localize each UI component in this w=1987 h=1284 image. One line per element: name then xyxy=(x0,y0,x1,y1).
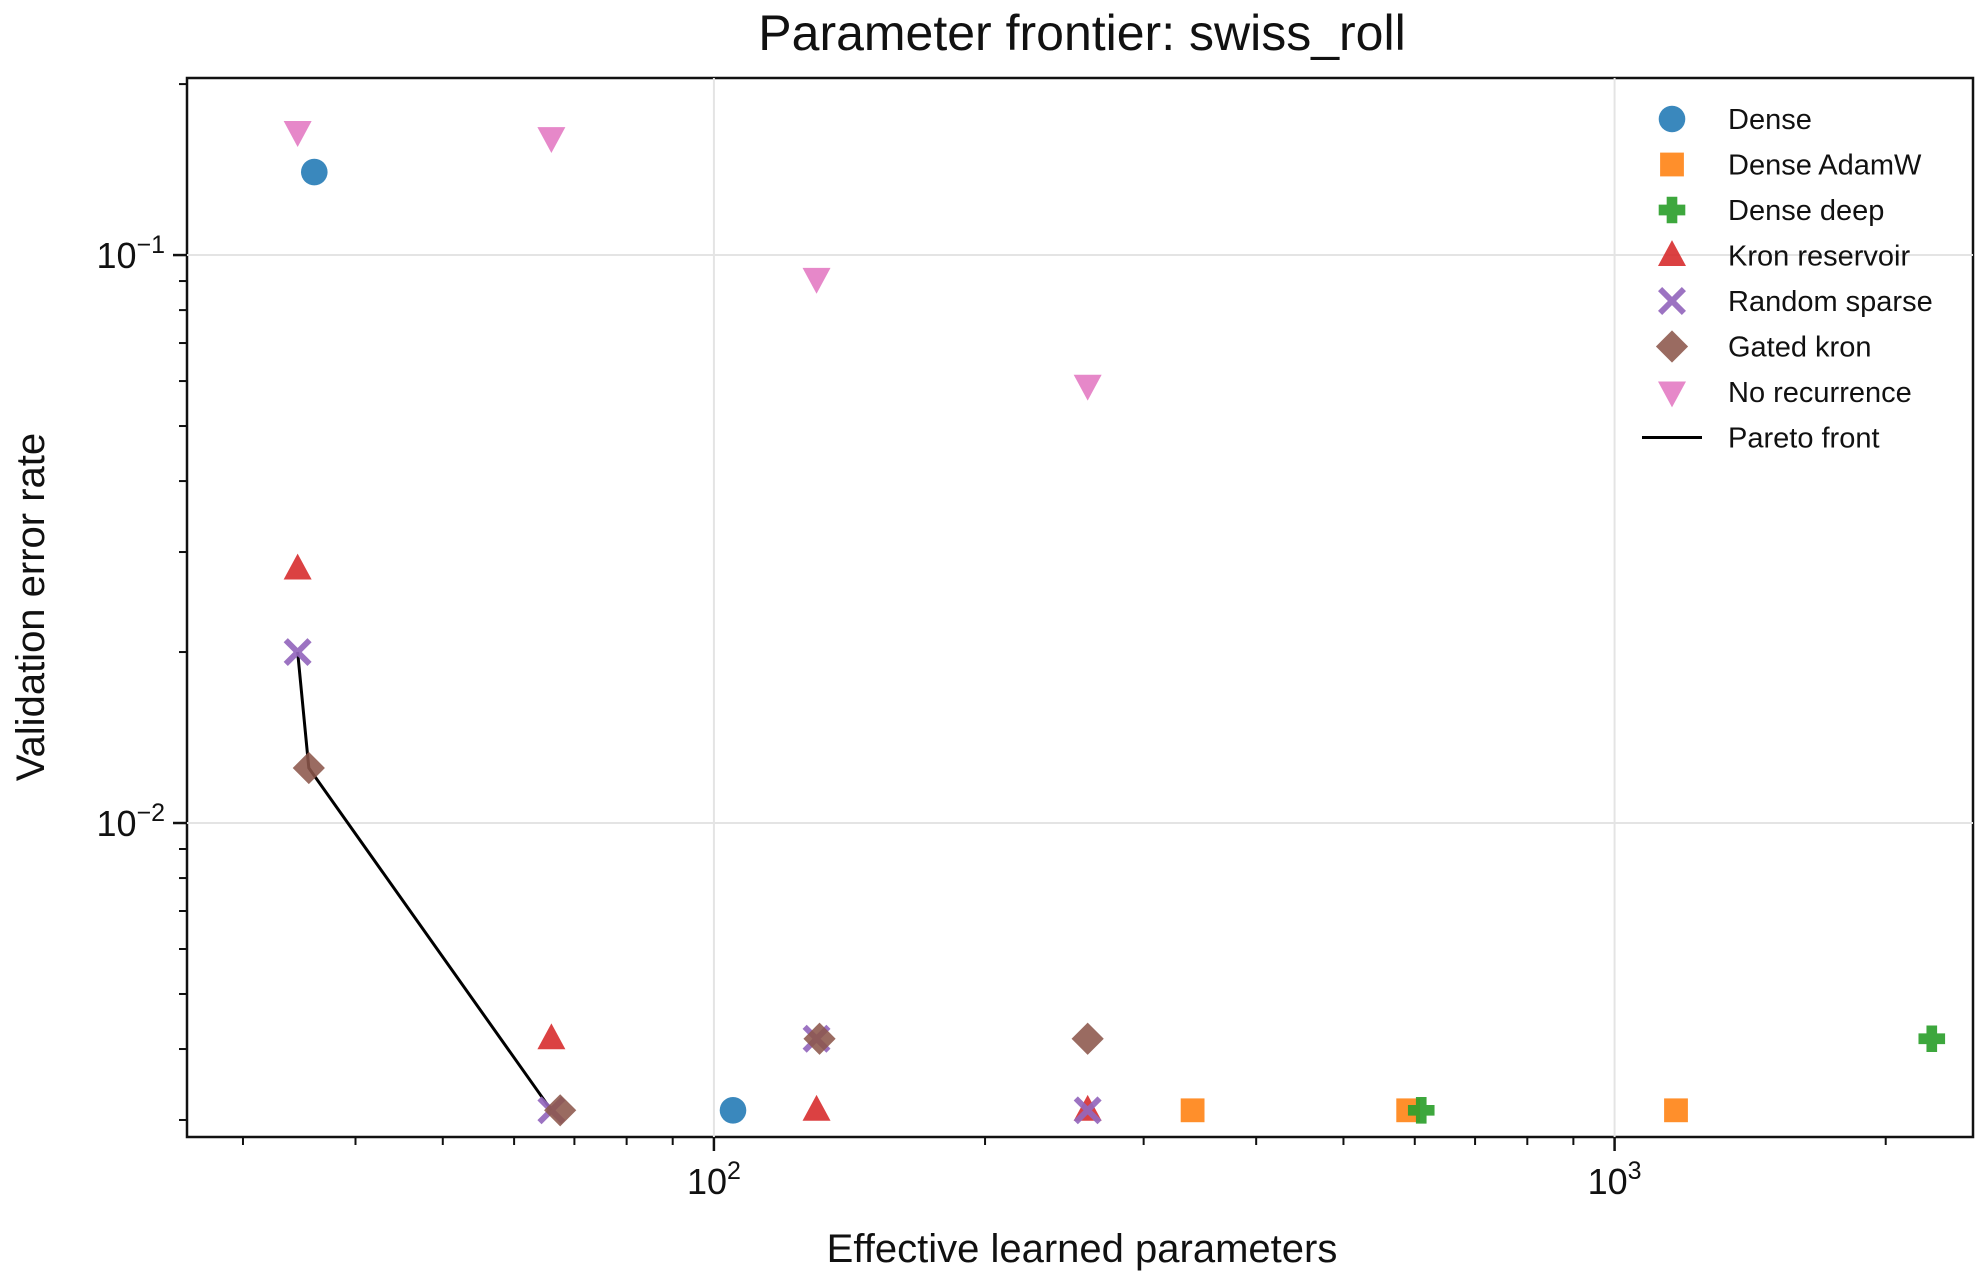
point-kron-reservoir xyxy=(283,553,312,580)
legend-label-pareto-front: Pareto front xyxy=(1728,423,1880,455)
legend-label-no-recurrence: No recurrence xyxy=(1728,377,1912,409)
point-no-recurrence xyxy=(283,121,312,147)
point-dense-deep xyxy=(1918,1025,1946,1053)
legend-label-random-sparse: Random sparse xyxy=(1728,286,1933,318)
legend-marker-no-recurrence xyxy=(1658,381,1686,408)
point-dense-deep xyxy=(1407,1097,1435,1124)
point-gated-kron xyxy=(1071,1022,1104,1055)
pareto-front xyxy=(296,651,553,1112)
legend-label-dense-deep: Dense deep xyxy=(1728,195,1884,227)
y-tick-label: 10−1 xyxy=(96,231,165,276)
x-axis-label: Effective learned parameters xyxy=(827,1227,1338,1271)
x-tick-label: 102 xyxy=(687,1157,741,1202)
point-random-sparse xyxy=(1073,1096,1102,1125)
legend: Dense Dense AdamW Dense deep Kron reservoir… xyxy=(1642,104,1933,455)
y-tick-label: 10−2 xyxy=(96,799,165,844)
chart-title: Parameter frontier: swiss_roll xyxy=(758,5,1405,61)
legend-label-gated-kron: Gated kron xyxy=(1728,332,1871,364)
point-kron-reservoir xyxy=(537,1023,566,1050)
point-no-recurrence xyxy=(802,267,831,294)
point-gated-kron xyxy=(292,751,325,785)
legend-label-dense-adamw: Dense AdamW xyxy=(1728,150,1922,182)
point-gated-kron xyxy=(803,1022,836,1055)
data-points xyxy=(283,121,1946,1127)
legend-marker-dense xyxy=(1658,105,1686,133)
pareto-front-line xyxy=(296,651,553,1112)
point-dense xyxy=(719,1097,747,1124)
legend-marker-dense-adamw xyxy=(1660,152,1684,177)
point-no-recurrence xyxy=(1073,374,1102,401)
point-random-sparse xyxy=(283,638,312,667)
grid xyxy=(187,78,1973,1137)
point-dense-adamw xyxy=(1180,1098,1205,1123)
point-dense-adamw xyxy=(1664,1098,1688,1123)
legend-marker-dense-deep xyxy=(1658,196,1686,224)
legend-marker-random-sparse xyxy=(1658,287,1686,315)
point-gated-kron xyxy=(544,1094,577,1127)
point-kron-reservoir xyxy=(802,1094,831,1121)
legend-label-kron-reservoir: Kron reservoir xyxy=(1728,241,1910,273)
legend-marker-kron-reservoir xyxy=(1658,240,1686,266)
point-dense xyxy=(300,158,328,186)
axis-ticks: 102 103 10−1 10−2 xyxy=(96,83,1887,1202)
point-no-recurrence xyxy=(537,127,566,153)
legend-label-dense: Dense xyxy=(1728,104,1812,136)
x-tick-label: 103 xyxy=(1588,1157,1642,1202)
y-axis-label: Validation error rate xyxy=(9,433,53,781)
legend-marker-gated-kron xyxy=(1655,330,1689,363)
plot-area xyxy=(185,76,1975,1139)
